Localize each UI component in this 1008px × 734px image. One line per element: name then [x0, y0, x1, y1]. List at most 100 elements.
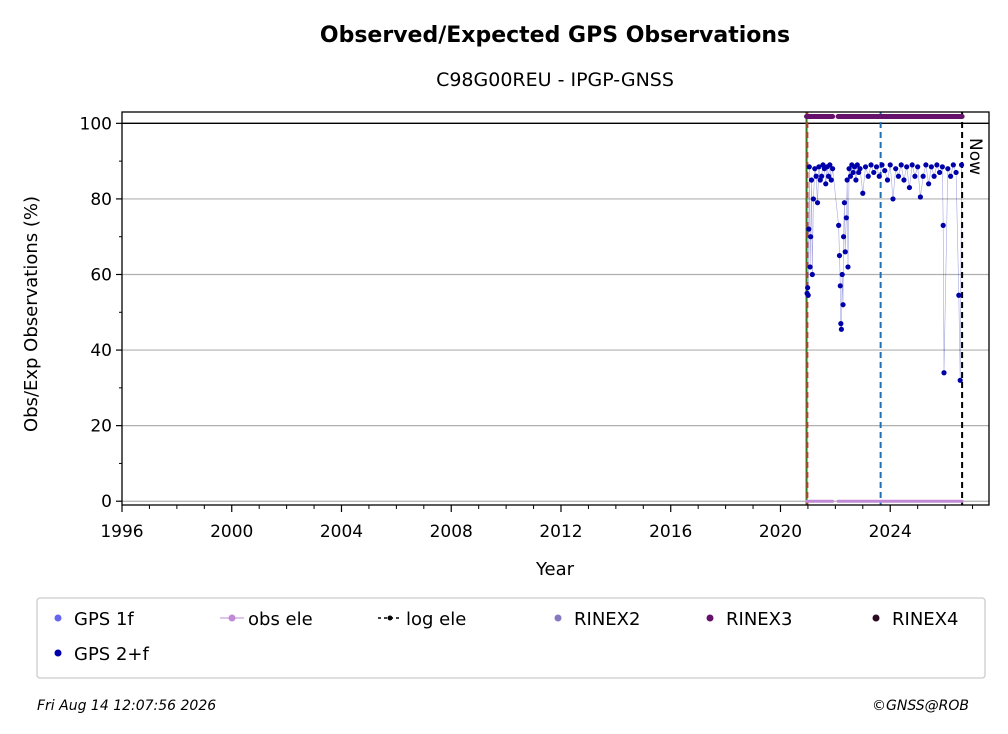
data-point — [841, 200, 848, 206]
data-point — [843, 215, 849, 221]
data-point — [840, 302, 846, 308]
data-point — [941, 370, 947, 376]
data-point — [812, 166, 818, 172]
data-point — [807, 264, 813, 270]
data-point — [830, 166, 836, 172]
legend-item: log ele — [378, 609, 466, 630]
y-tick-label: 80 — [90, 190, 112, 210]
data-point — [906, 184, 913, 191]
data-point — [940, 222, 946, 228]
data-point — [828, 177, 834, 183]
data-point — [909, 162, 915, 168]
legend-label: RINEX4 — [892, 609, 958, 630]
data-point — [915, 164, 921, 170]
footer-credit: ©GNSS@ROB — [872, 698, 969, 714]
data-point — [871, 169, 877, 176]
data-point — [956, 292, 962, 298]
x-tick-label: 2000 — [210, 522, 253, 542]
data-point — [837, 283, 843, 289]
data-point — [950, 162, 956, 168]
legend-label: obs ele — [248, 609, 313, 630]
data-point — [868, 162, 874, 168]
data-point — [947, 173, 954, 179]
data-points — [804, 114, 965, 503]
data-point — [846, 166, 852, 172]
data-point — [937, 169, 943, 176]
x-tick-label: 2016 — [649, 522, 692, 542]
data-point — [836, 222, 842, 228]
data-point — [953, 169, 959, 176]
legend-marker — [387, 615, 393, 621]
data-point — [857, 166, 863, 172]
now-annotation: Now — [965, 138, 985, 175]
data-point — [850, 169, 856, 176]
data-point — [808, 177, 815, 183]
legend: GPS 1f obs ele log ele RINEX2 RINEX3 RINEX4 GP… — [54, 609, 958, 665]
data-point — [931, 173, 937, 179]
y-axis-label: Obs/Exp Observations (%) — [21, 196, 42, 432]
legend-marker — [706, 614, 714, 622]
y-tick-label: 40 — [90, 341, 112, 361]
data-point — [854, 162, 860, 168]
data-point — [825, 173, 832, 179]
data-point — [860, 190, 866, 196]
data-point — [813, 173, 819, 179]
x-tick-label: 1996 — [100, 522, 143, 542]
data-point — [838, 326, 844, 332]
y-tick-label: 0 — [101, 492, 112, 512]
data-point — [865, 173, 871, 179]
legend-label: log ele — [406, 609, 466, 630]
y-tick-label: 60 — [90, 265, 112, 285]
data-point — [887, 162, 893, 168]
data-point — [847, 173, 854, 179]
x-axis-ticks: 1996 2000 2004 2008 2012 2016 2020 2024 — [100, 505, 974, 542]
legend-item: RINEX3 — [706, 609, 792, 630]
legend-label: GPS 2+f — [74, 644, 149, 665]
data-point — [879, 162, 885, 168]
data-point — [873, 164, 880, 170]
legend-label: RINEX2 — [574, 609, 640, 630]
legend-label: RINEX3 — [726, 609, 792, 630]
data-point — [912, 173, 918, 179]
data-point — [926, 181, 932, 187]
chart-title: Observed/Expected GPS Observations — [320, 23, 790, 48]
data-point — [827, 162, 833, 168]
data-point — [917, 194, 924, 200]
data-point — [882, 167, 888, 174]
legend-item: RINEX2 — [554, 609, 640, 630]
data-point — [939, 164, 945, 170]
data-point — [895, 173, 902, 179]
data-point — [920, 173, 926, 179]
data-point — [809, 271, 815, 278]
legend-marker — [54, 614, 62, 622]
data-point — [862, 164, 869, 170]
x-axis-label: Year — [535, 559, 575, 580]
data-point — [823, 181, 829, 187]
data-point — [836, 252, 843, 259]
data-point — [957, 377, 963, 383]
x-tick-label: 2012 — [539, 522, 582, 542]
data-point — [958, 162, 965, 168]
chart-subtitle: C98G00REU - IPGP-GNSS — [436, 69, 674, 91]
grid-lines — [122, 122, 989, 502]
legend-item: RINEX4 — [872, 609, 958, 630]
plot-frame — [121, 111, 990, 506]
data-point — [839, 271, 845, 278]
data-point — [893, 166, 899, 172]
data-point — [840, 234, 847, 240]
data-point — [810, 196, 817, 202]
data-point — [814, 200, 821, 206]
data-point — [805, 285, 811, 291]
data-point — [928, 164, 934, 170]
data-point — [838, 321, 844, 327]
data-point — [819, 173, 825, 179]
data-point — [890, 196, 896, 202]
data-point — [934, 162, 940, 168]
data-point — [805, 292, 811, 298]
data-point — [853, 177, 859, 183]
y-tick-label: 20 — [90, 417, 112, 437]
x-tick-label: 2004 — [320, 522, 363, 542]
data-point — [806, 226, 812, 232]
legend-box — [36, 597, 986, 679]
